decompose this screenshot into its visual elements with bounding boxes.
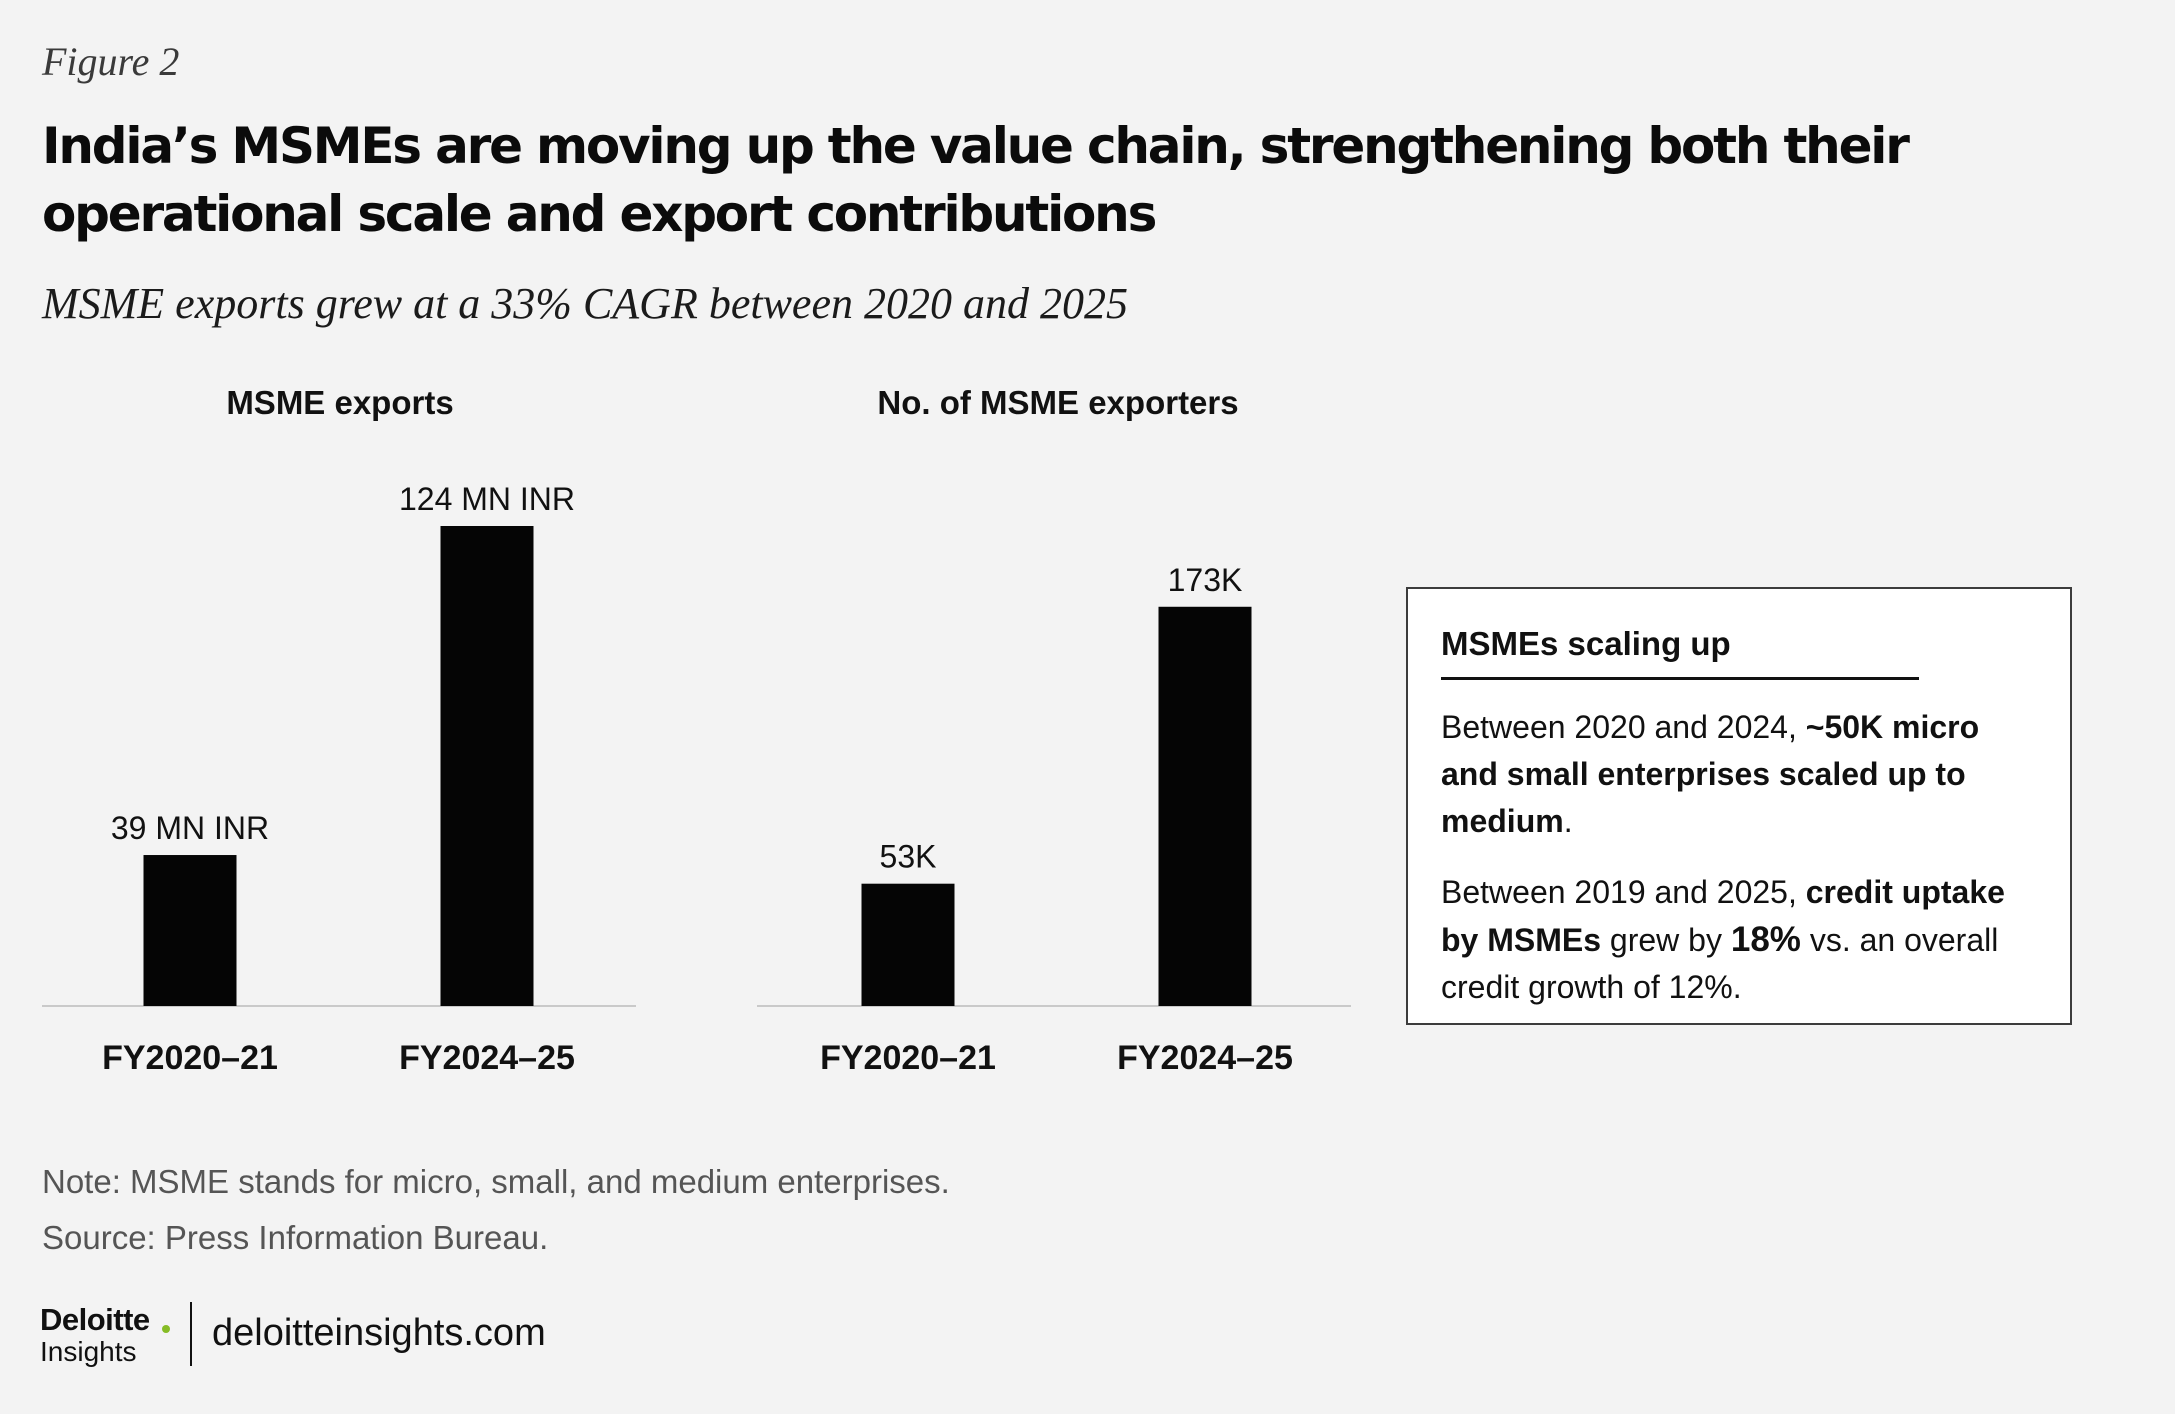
deloitte-insights-logo: Deloitte Insights [40,1302,180,1368]
figure-title: India’s MSMEs are moving up the value ch… [42,117,1910,243]
callout-text: Between 2020 and 2024, [1441,709,1806,745]
callout-text: grew by [1601,922,1731,958]
logo-dot-icon [162,1325,170,1333]
logo-sub: Insights [40,1336,137,1367]
bar [143,855,237,1006]
category-label: FY2020–21 [102,1039,278,1077]
bar-data-label: 173K [1168,562,1243,598]
chart-title: MSME exports [226,384,453,421]
bar [1158,606,1252,1006]
figure-label: Figure 2 [42,39,180,84]
callout-highlight: ~50K micro and small enterprises scaled … [1441,709,1980,839]
callout-box: MSMEs scaling up Between 2020 and 2024, … [1406,587,2072,1025]
callout-paragraph-credit: Between 2019 and 2025, credit uptake by … [1441,869,2037,1011]
bar-data-label: 53K [880,839,937,875]
logo-name: Deloitte [40,1302,150,1337]
callout-paragraph-scaling: Between 2020 and 2024, ~50K micro and sm… [1441,704,2037,845]
footnote: Note: MSME stands for micro, small, and … [42,1163,950,1200]
callout-text: Between 2019 and 2025, [1441,874,1806,910]
callout-text: vs. an overall credit growth of 12%. [1441,922,1999,1005]
figure-subtitle: MSME exports grew at a 33% CAGR between … [42,279,1128,328]
bar-data-label: 124 MN INR [399,481,575,517]
bar [861,883,955,1006]
bar [440,526,534,1006]
charts-area: MSME exports 39 MN INR FY2020–21 124 MN INR… [42,384,1351,1077]
category-label: FY2024–25 [399,1039,575,1077]
website-link[interactable]: deloitteinsights.com [212,1312,546,1354]
bar-data-label: 39 MN INR [111,810,269,846]
chart-title: No. of MSME exporters [877,384,1238,421]
category-label: FY2024–25 [1117,1039,1293,1077]
callout-title: MSMEs scaling up [1441,625,1919,680]
source-note: Source: Press Information Bureau. [42,1219,549,1256]
logo-divider [190,1302,192,1366]
category-label: FY2020–21 [820,1039,996,1077]
callout-highlight: credit uptake by MSMEs [1441,874,2005,958]
callout-highlight: 18% [1730,920,1801,959]
callout-text: . [1563,803,1573,839]
